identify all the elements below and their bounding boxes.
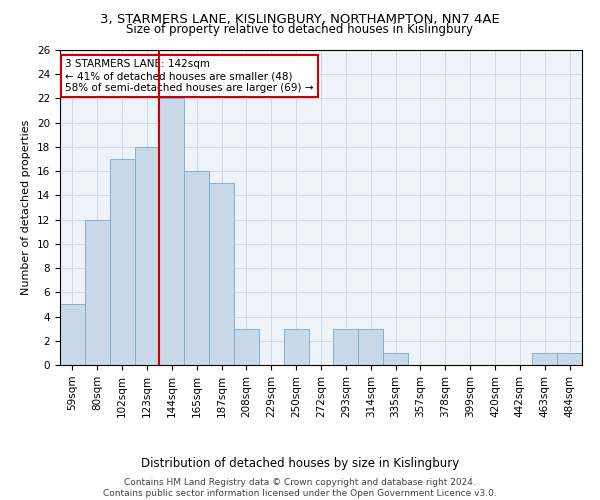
Text: Distribution of detached houses by size in Kislingbury: Distribution of detached houses by size …: [141, 458, 459, 470]
Bar: [383, 353, 408, 365]
Bar: [160, 98, 184, 365]
Bar: [234, 328, 259, 365]
Bar: [209, 184, 234, 365]
Bar: [60, 304, 85, 365]
Bar: [334, 328, 358, 365]
Bar: [284, 328, 308, 365]
Text: Contains HM Land Registry data © Crown copyright and database right 2024.
Contai: Contains HM Land Registry data © Crown c…: [103, 478, 497, 498]
Bar: [557, 353, 582, 365]
Text: Size of property relative to detached houses in Kislingbury: Size of property relative to detached ho…: [127, 22, 473, 36]
Bar: [532, 353, 557, 365]
Bar: [358, 328, 383, 365]
Y-axis label: Number of detached properties: Number of detached properties: [22, 120, 31, 295]
Bar: [184, 171, 209, 365]
Bar: [110, 159, 134, 365]
Text: 3, STARMERS LANE, KISLINGBURY, NORTHAMPTON, NN7 4AE: 3, STARMERS LANE, KISLINGBURY, NORTHAMPT…: [100, 12, 500, 26]
Bar: [134, 147, 160, 365]
Bar: [85, 220, 110, 365]
Text: 3 STARMERS LANE: 142sqm
← 41% of detached houses are smaller (48)
58% of semi-de: 3 STARMERS LANE: 142sqm ← 41% of detache…: [65, 60, 314, 92]
